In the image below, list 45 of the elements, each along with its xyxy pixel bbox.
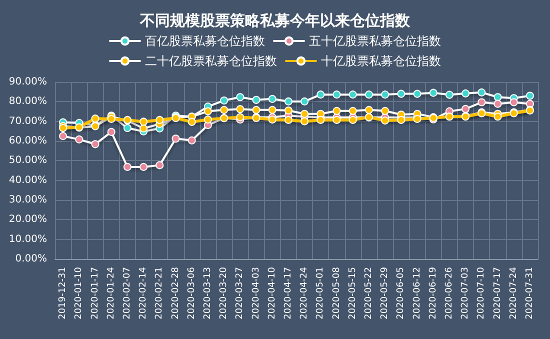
x-tick-label: 2020-04-17 — [283, 267, 294, 320]
x-tick-label: 2020-05-29 — [380, 266, 390, 320]
x-tick-label: 2020-02-14 — [138, 266, 149, 320]
x-tick-label: 2020-01-17 — [90, 267, 100, 320]
x-tick-label: 2020-07-03 — [460, 267, 471, 320]
x-tick-label: 2020-04-10 — [267, 266, 278, 320]
x-tick-label: 2020-07-17 — [492, 267, 503, 320]
x-tick-label: 2020-02-28 — [170, 266, 181, 320]
x-tick-label: 2020-06-05 — [396, 267, 406, 320]
y-tick-label: 40.00% — [8, 174, 47, 186]
legend-label: 百亿股票私募仓位指数 — [145, 34, 265, 48]
y-tick-label: 50.00% — [8, 155, 47, 166]
x-tick-label: 2020-05-01 — [316, 267, 326, 320]
x-tick-label: 2020-03-20 — [219, 266, 230, 320]
x-tick-label: 2020-02-21 — [154, 267, 165, 320]
x-tick-label: 2020-07-10 — [476, 266, 487, 320]
x-tick-label: 2019-12-31 — [58, 267, 68, 320]
y-tick-label: 20.00% — [8, 214, 47, 226]
x-tick-label: 2020-06-12 — [412, 267, 422, 320]
x-tick-label: 2020-01-10 — [74, 266, 84, 320]
y-tick-label: 60.00% — [8, 136, 47, 146]
y-tick-label: 70.00% — [8, 116, 47, 127]
x-tick-label: 2020-05-22 — [364, 267, 374, 320]
x-tick-label: 2020-05-08 — [332, 266, 342, 320]
x-tick-label: 2020-03-06 — [186, 266, 197, 320]
y-tick-label: 0.00% — [15, 254, 47, 264]
x-tick-label: 2020-07-24 — [508, 266, 519, 320]
x-tick-label: 2020-06-19 — [428, 266, 438, 320]
x-tick-label: 2020-06-26 — [444, 266, 454, 320]
y-tick-label: 30.00% — [8, 194, 47, 206]
legend-label: 五十亿股票私募仓位指数 — [309, 34, 441, 48]
x-tick-label: 2020-03-27 — [235, 267, 246, 320]
legend-label: 十亿股票私募仓位指数 — [321, 54, 441, 68]
x-tick-label: 2020-04-03 — [251, 267, 262, 320]
legend-label: 二十亿股票私募仓位指数 — [145, 54, 277, 68]
x-tick-label: 2020-01-24 — [106, 266, 116, 320]
y-tick-label: 90.00% — [8, 76, 47, 88]
x-tick-label: 2020-07-31 — [524, 267, 535, 320]
x-tick-label: 2020-04-24 — [300, 266, 310, 320]
x-tick-label: 2020-02-07 — [122, 267, 132, 320]
chart-title: 不同规模股票策略私募今年以来仓位指数 — [139, 12, 411, 30]
x-tick-label: 2020-03-13 — [202, 267, 213, 320]
x-tick-label: 2020-05-15 — [348, 267, 358, 320]
y-tick-label: 10.00% — [8, 234, 47, 245]
y-tick-label: 80.00% — [8, 96, 47, 108]
